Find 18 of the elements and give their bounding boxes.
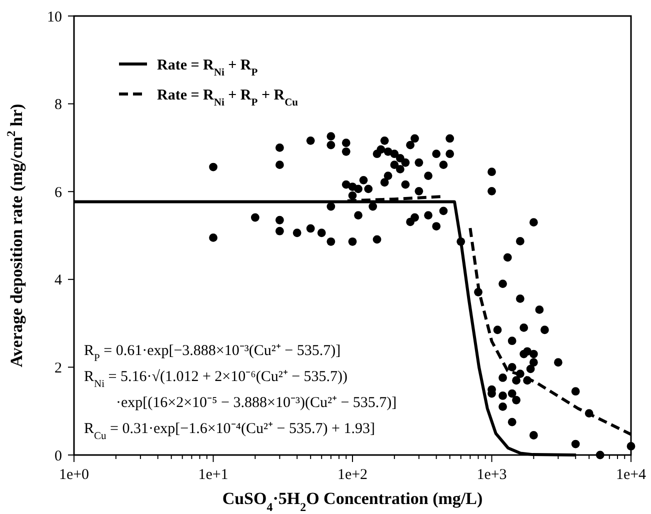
x-tick-label: 1e+0 xyxy=(58,467,90,483)
annotation: ·exp[(16×2×10⁻⁵ − 3.888×10⁻³)(Cu²⁺ − 535.7)] xyxy=(116,395,397,411)
annotation: R$_{P}$ = 0.61·exp[−3.888×10⁻³(Cu²⁺ − 535.7)] xyxy=(84,343,341,364)
y-tick-label: 8 xyxy=(54,97,62,114)
annotation: R$_{Cu}$ = 0.31·exp[−1.6×10⁻⁴(Cu²⁺ − 535.7) + 1.93] xyxy=(84,421,375,442)
x-axis-title: CuSO$_{4}$·5H$_{2}$O Concentration (mg/L) xyxy=(222,489,483,514)
legend-label: Rate = R$_{Ni}$ + R$_{P}$ xyxy=(157,57,258,78)
y-tick-label: 6 xyxy=(54,184,62,201)
y-tick-label: 2 xyxy=(54,360,62,376)
x-tick-label: 1e+3 xyxy=(476,467,507,483)
legend-label: Rate = R$_{Ni}$ + R$_{P}$ + R$_{Cu}$ xyxy=(157,87,298,108)
x-tick-label: 1e+1 xyxy=(198,467,228,483)
y-tick-label: 4 xyxy=(54,272,62,289)
y-tick-label: 0 xyxy=(54,448,62,464)
x-tick-label: 1e+2 xyxy=(337,467,368,483)
y-tick-label: 10 xyxy=(47,9,62,26)
x-tick-label: 1e+4 xyxy=(616,467,647,483)
annotation: R$_{Ni}$ = 5.16·√(1.012 + 2×10⁻⁶(Cu²⁺ − 535.7)) xyxy=(84,369,348,390)
